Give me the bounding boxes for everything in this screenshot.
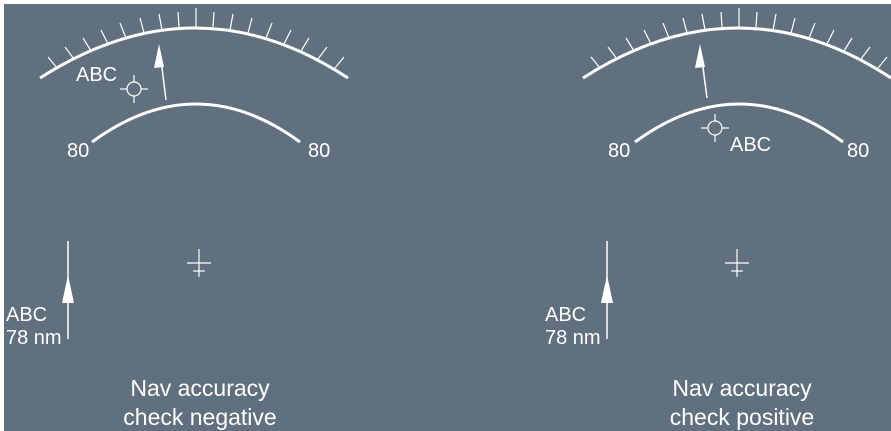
waypoint-label: ABC bbox=[76, 64, 117, 86]
range-ring-left-label: 80 bbox=[608, 140, 630, 162]
caption-line-2: check negative bbox=[123, 404, 276, 430]
left-panel-background bbox=[4, 4, 436, 431]
right-panel-background bbox=[436, 4, 891, 431]
beacon-distance: 78 nm bbox=[6, 327, 62, 349]
caption-line-2: check positive bbox=[670, 404, 814, 430]
range-ring-right-label: 80 bbox=[308, 140, 330, 162]
waypoint-label: ABC bbox=[730, 134, 771, 156]
beacon-name: ABC bbox=[545, 304, 586, 326]
panel-nav-check-negative: ABC 80 80 ABC 78 nm Nav accuracy check n… bbox=[6, 6, 350, 430]
caption-line-1: Nav accuracy bbox=[672, 375, 812, 401]
bearing-arrow-icon bbox=[695, 44, 708, 99]
beacon-name: ABC bbox=[6, 304, 47, 326]
beacon-distance: 78 nm bbox=[545, 327, 601, 349]
panel-nav-check-positive: ABC 80 80 ABC 78 nm Nav accuracy check p… bbox=[545, 6, 891, 430]
range-ring-right-label: 80 bbox=[847, 140, 869, 162]
caption-line-1: Nav accuracy bbox=[130, 375, 270, 401]
bearing-arrow-icon bbox=[154, 44, 167, 101]
range-ring-left-label: 80 bbox=[67, 140, 89, 162]
